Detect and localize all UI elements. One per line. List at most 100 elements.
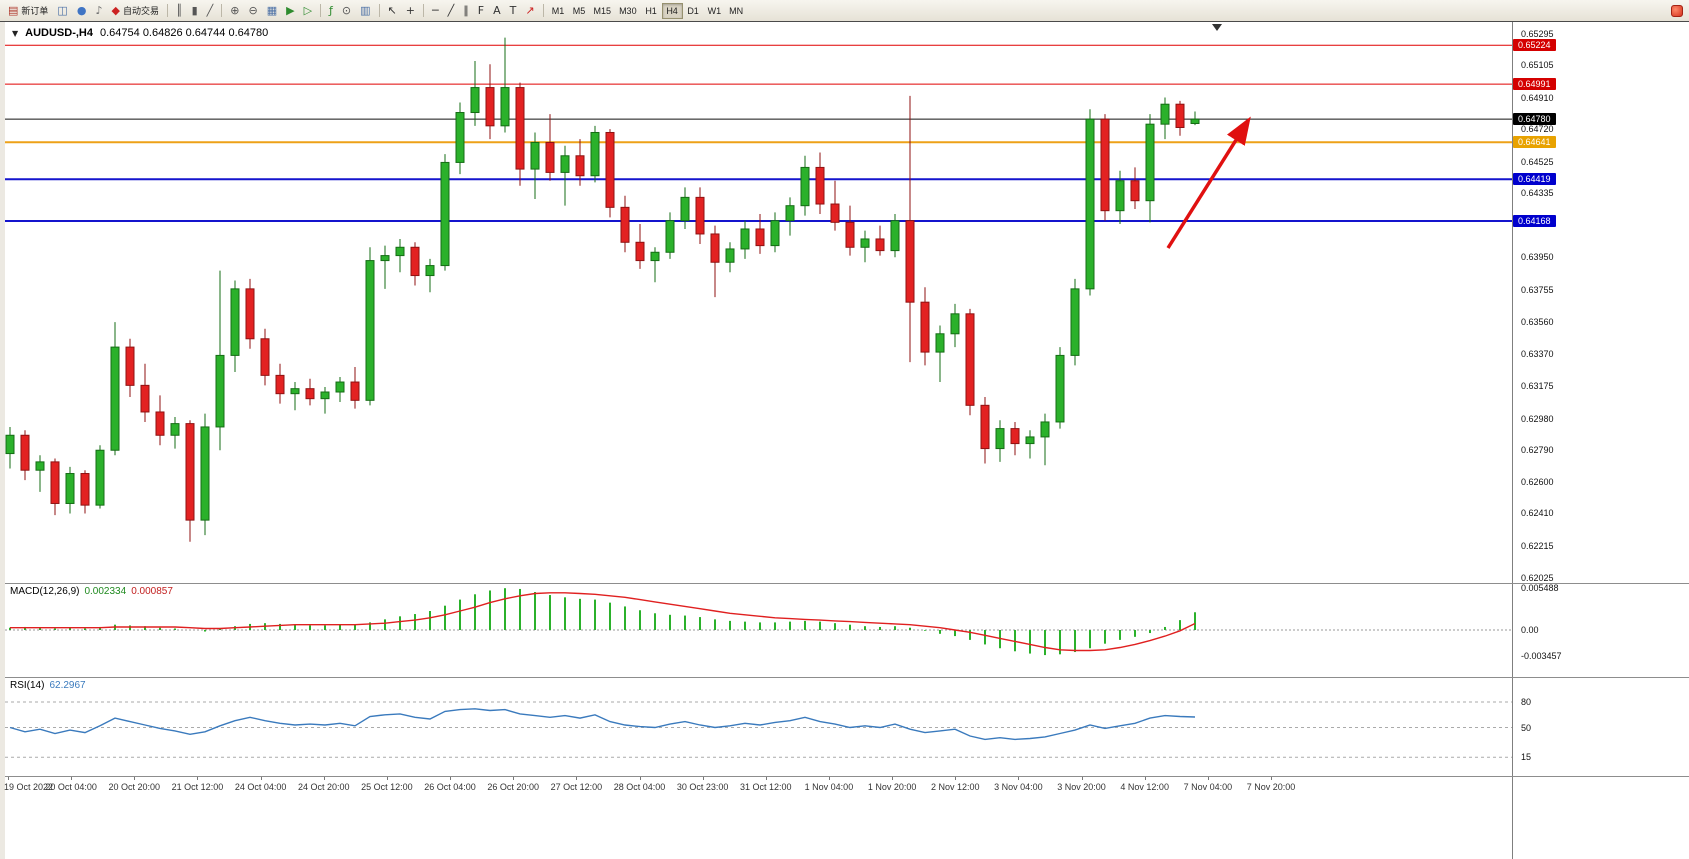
time-label: 1 Nov 04:00 — [804, 782, 854, 792]
profiles-button[interactable]: ● — [73, 2, 91, 19]
toolbar-separator — [378, 4, 380, 17]
macd-histogram — [9, 588, 1196, 656]
trend-arrow[interactable] — [1166, 116, 1251, 249]
zoom-in-button[interactable]: ⊕ — [226, 2, 243, 19]
price-tick: 0.65105 — [1521, 60, 1554, 71]
price-tick: 0.62410 — [1521, 508, 1554, 519]
time-label: 3 Nov 04:00 — [994, 782, 1043, 792]
new-order-button[interactable]: ▤ 新订单 — [4, 2, 52, 19]
price-tick: 0.63175 — [1521, 381, 1554, 392]
indicators-icon: ƒ — [329, 4, 333, 17]
arrows-tool-button[interactable]: ↗ — [521, 2, 538, 19]
toolbar-separator — [542, 4, 544, 17]
timeframe-W1-button[interactable]: W1 — [704, 3, 726, 19]
templates-button[interactable]: ▥ — [356, 2, 374, 19]
rsi-name: RSI(14) — [10, 680, 45, 691]
equidistant-channel-icon: ∥ — [463, 4, 469, 17]
line-chart-mode-button[interactable]: ╱ — [203, 2, 218, 19]
price-tick: 0.65295 — [1521, 28, 1554, 39]
time-label: 20 Oct 04:00 — [45, 782, 97, 792]
symbol-period-label: AUDUSD-,H4 — [25, 27, 93, 39]
fibonacci-button[interactable]: F — [474, 2, 488, 19]
time-label: 1 Nov 20:00 — [867, 782, 917, 792]
time-tick — [1018, 777, 1020, 780]
tile-windows-button[interactable]: ▦ — [263, 2, 281, 19]
chart-shift-button[interactable]: ▷ — [300, 2, 316, 19]
time-label: 24 Oct 20:00 — [297, 782, 350, 792]
time-label: 4 Nov 12:00 — [1120, 782, 1169, 792]
time-label: 21 Oct 12:00 — [171, 782, 224, 792]
price-level-badge: 0.65224 — [1513, 39, 1556, 52]
chart-window — [5, 22, 1689, 859]
rsi-indicator-label: RSI(14) 62.2967 — [10, 680, 86, 691]
price-level-badge: 0.64780 — [1513, 113, 1556, 126]
collapse-icon[interactable]: ▼ — [12, 28, 19, 38]
equidistant-channel-button[interactable]: ∥ — [459, 2, 473, 19]
indicators-button[interactable]: ƒ — [325, 2, 337, 19]
macd-signal-value: 0.000857 — [131, 586, 173, 597]
time-tick — [450, 777, 452, 780]
panel-separator[interactable] — [5, 583, 1689, 584]
time-tick — [702, 777, 704, 780]
timeframe-D1-button[interactable]: D1 — [683, 3, 704, 19]
timeframe-M30-button[interactable]: M30 — [615, 3, 641, 19]
timeframe-MN-button[interactable]: MN — [725, 3, 747, 19]
time-label: 27 Oct 12:00 — [550, 782, 603, 792]
main-toolbar: ▤ 新订单 ◫ ● ♪ ◆ 自动交易 ║ ▮ ╱ ⊕ ⊖ ▦ ▶ ▷ ƒ ⊙ ▥ ↖ + ─ ╱ ∥ F A T ↗ M1 M5 M15… — [0, 0, 1689, 21]
timeframe-M1-button[interactable]: M1 — [548, 3, 569, 19]
periods-button[interactable]: ⊙ — [338, 2, 355, 19]
macd-name: MACD(12,26,9) — [10, 586, 80, 597]
text-button[interactable]: A — [489, 2, 505, 19]
time-tick — [955, 777, 957, 780]
periods-icon: ⊙ — [341, 4, 352, 17]
auto-scroll-button[interactable]: ▶ — [282, 2, 298, 19]
rsi-scale-label: 15 — [1521, 752, 1532, 763]
time-tick — [1144, 777, 1146, 780]
price-level-badge: 0.64991 — [1513, 78, 1556, 91]
time-label: 7 Nov 04:00 — [1183, 782, 1233, 792]
price-chart-canvas[interactable] — [0, 22, 1689, 583]
zoom-in-icon: ⊕ — [230, 4, 240, 17]
price-tick: 0.64910 — [1521, 92, 1554, 103]
price-tick: 0.64720 — [1521, 124, 1554, 135]
price-tick: 0.63755 — [1521, 284, 1554, 295]
autotrading-label: 自动交易 — [122, 6, 159, 16]
candlestick-mode-button[interactable]: ▮ — [188, 2, 202, 19]
time-tick — [197, 777, 199, 780]
timeframe-buttons-group: M1 M5 M15 M30 H1 H4 D1 W1 MN — [548, 2, 748, 19]
cursor-button[interactable]: ↖ — [384, 2, 401, 19]
macd-scale-label: 0.005488 — [1521, 583, 1559, 594]
zoom-out-button[interactable]: ⊖ — [244, 2, 261, 19]
rsi-panel-canvas[interactable] — [0, 677, 1689, 776]
panel-separator[interactable] — [5, 677, 1689, 678]
autotrading-button[interactable]: ◆ 自动交易 — [107, 2, 162, 19]
time-label: 26 Oct 20:00 — [487, 782, 539, 792]
new-order-icon: ▤ — [8, 4, 19, 17]
macd-panel-canvas[interactable] — [0, 583, 1689, 677]
time-tick — [828, 777, 830, 780]
price-scale[interactable]: 0.65295 0.65105 0.64910 0.64720 0.64525 0.643… — [1512, 22, 1689, 859]
sound-button[interactable]: ♪ — [91, 2, 106, 19]
horizontal-line-button[interactable]: ─ — [428, 2, 443, 19]
time-tick — [1081, 777, 1083, 780]
window-divider — [0, 21, 1689, 22]
chart-window-button[interactable]: ◫ — [53, 2, 71, 19]
time-axis[interactable]: 19 Oct 2022 20 Oct 04:00 20 Oct 20:00 21 Oc… — [0, 777, 1512, 797]
macd-scale-label: -0.003457 — [1521, 651, 1562, 662]
time-tick — [8, 777, 9, 780]
text-label-button[interactable]: T — [506, 2, 521, 19]
time-label: 25 Oct 12:00 — [361, 782, 413, 792]
time-tick — [386, 777, 388, 780]
bar-chart-mode-button[interactable]: ║ — [172, 2, 187, 19]
crosshair-button[interactable]: + — [402, 2, 419, 19]
timeframe-H4-button[interactable]: H4 — [661, 2, 683, 19]
trendline-button[interactable]: ╱ — [444, 2, 459, 19]
timeframe-H1-button[interactable]: H1 — [641, 3, 662, 19]
app-badge-icon[interactable] — [1671, 4, 1683, 17]
timeframe-M15-button[interactable]: M15 — [590, 3, 616, 19]
time-tick — [71, 777, 73, 780]
tile-windows-icon: ▦ — [266, 4, 278, 17]
time-label: 24 Oct 04:00 — [234, 782, 287, 792]
timeframe-M5-button[interactable]: M5 — [569, 3, 590, 19]
time-label: 19 Oct 2022 — [4, 782, 54, 792]
